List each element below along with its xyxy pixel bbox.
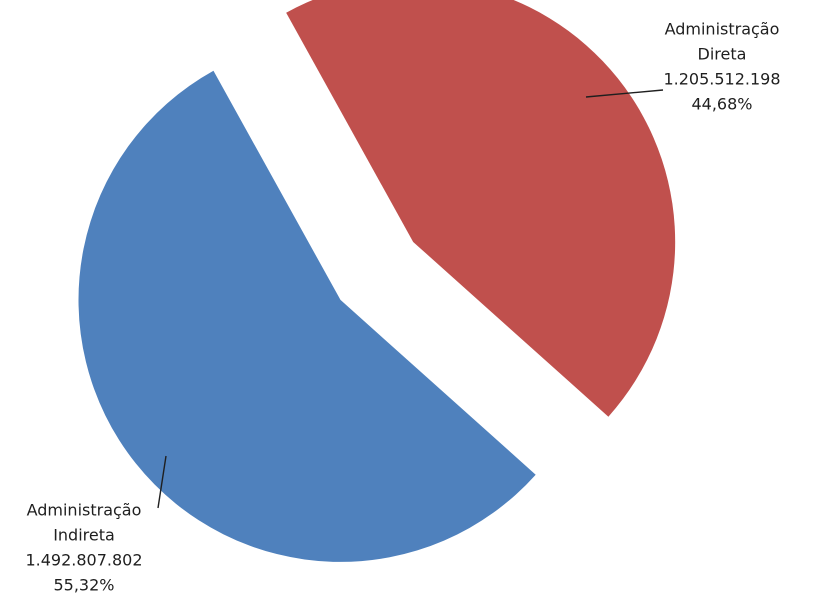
data-label-category-0-0: Administração	[665, 20, 780, 39]
data-label-category-1-1: Indireta	[53, 526, 115, 545]
slices-layer	[78, 0, 676, 562]
data-label-category-1-0: Administração	[27, 501, 142, 520]
data-label-value-1: 1.492.807.802	[25, 551, 142, 570]
data-label-percent-0: 44,68%	[691, 95, 752, 114]
pie-slice-0	[286, 0, 676, 417]
data-label-category-0-1: Direta	[698, 45, 747, 64]
leader-line-0	[585, 89, 664, 98]
labels-layer: Administração Direta 1.205.512.198 44,68% Ad…	[25, 20, 780, 595]
data-label-percent-1: 55,32%	[53, 576, 114, 595]
leader-line-1	[157, 455, 167, 509]
pie-slice-1	[78, 70, 536, 562]
data-label-value-0: 1.205.512.198	[663, 70, 780, 89]
